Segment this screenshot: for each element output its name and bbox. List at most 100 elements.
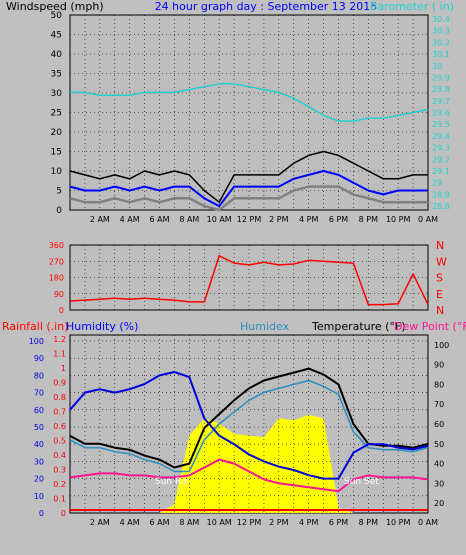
wind-average-line [69, 170, 428, 208]
direction-series [69, 255, 429, 306]
barometer-tick-label: 30 [432, 62, 442, 71]
barometer-tick-label: 29.3 [432, 144, 450, 153]
time-tick-label: 10 PM [386, 215, 411, 224]
wind-tick-label: 40 [51, 50, 63, 60]
direction-tick-label: 180 [49, 274, 64, 283]
compass-label: E [436, 288, 443, 301]
wind-low-line [69, 185, 428, 212]
time-tick-label: 2 AM [90, 215, 110, 224]
time-tick-label: 8 PM [359, 215, 378, 224]
rain-tick-label: 1 [61, 364, 66, 373]
dew-point-line [69, 458, 429, 493]
time-tick-label: 10 PM [386, 518, 411, 527]
rain-tick-label: 0.4 [53, 451, 66, 460]
direction-tick-label: 270 [49, 257, 64, 266]
temperature-tick-label: 40 [434, 460, 444, 469]
temperature-tick-label: 70 [434, 400, 444, 409]
compass-label: W [436, 255, 447, 268]
compass-label: N [436, 304, 444, 317]
rainfall-label: Rainfall (.in) [2, 320, 69, 333]
wind-tick-label: 0 [56, 206, 62, 216]
time-tick-label: 12 PM [237, 215, 262, 224]
time-tick-label: 8 AM [179, 215, 199, 224]
wind-tick-label: 45 [51, 31, 62, 41]
wind-time-axis: 2 AM 4 AM 6 AM 8 AM 10 AM 12 PM 2 PM 4 PM 6 PM 8 … [90, 215, 438, 224]
time-tick-label: 0 AM [418, 215, 438, 224]
time-tick-label: 4 AM [120, 215, 140, 224]
humidity-tick-label: 100 [29, 337, 44, 346]
compass-label: N [436, 239, 444, 252]
humidity-tick-label: 20 [34, 475, 44, 484]
barometer-tick-label: 29.5 [432, 120, 450, 129]
time-tick-label: 6 AM [149, 518, 169, 527]
wind-grid [69, 14, 429, 211]
wind-axis: 0 5 10 15 20 25 30 35 40 45 50 [51, 11, 63, 216]
rain-tick-label: 0.9 [53, 379, 66, 388]
humidity-tick-label: 50 [34, 423, 44, 432]
temperature-left-axes: 0 10 20 30 40 50 60 70 80 90 100 0 0.1 0.2 0.3 0.4 0.5 0.… [29, 335, 66, 518]
temperature-grid [69, 335, 429, 514]
humidity-tick-label: 0 [39, 509, 44, 518]
temperature-tick-label: 30 [434, 479, 444, 488]
time-tick-label: 6 PM [329, 215, 348, 224]
barometer-title: Barometer ( in) [370, 0, 454, 13]
wind-gust-line [69, 150, 428, 203]
barometer-tick-label: 29.8 [432, 85, 450, 94]
compass-label: S [436, 272, 443, 285]
wind-tick-label: 30 [51, 89, 63, 99]
barometer-tick-label: 30.4 [432, 15, 450, 24]
humidity-tick-label: 70 [34, 389, 44, 398]
time-tick-label: 2 AM [90, 518, 110, 527]
time-tick-label: 2 PM [269, 215, 288, 224]
direction-tick-label: 0 [59, 306, 64, 315]
temperature-time-axis: 2 AM 4 AM 6 AM 8 AM 10 AM 12 PM 2 PM 4 PM 6 PM 8 … [90, 518, 438, 527]
temperature-tick-label: 100 [434, 341, 449, 350]
time-tick-label: 8 AM [179, 518, 199, 527]
temperature-right-axis: 20 30 40 50 60 70 80 90 100 [434, 341, 449, 508]
humidity-tick-label: 40 [34, 440, 44, 449]
time-tick-label: 12 PM [237, 518, 262, 527]
humidity-line [69, 371, 429, 480]
barometer-tick-label: 29.9 [432, 73, 450, 82]
humidity-tick-label: 30 [34, 457, 44, 466]
direction-tick-label: 90 [54, 290, 64, 299]
rain-tick-label: 0.6 [53, 422, 66, 431]
wind-tick-label: 35 [51, 70, 62, 80]
barometer-tick-label: 30.3 [432, 27, 450, 36]
barometer-tick-label: 30.2 [432, 38, 450, 47]
humidex-line [69, 379, 429, 473]
humidity-tick-label: 80 [34, 371, 44, 380]
chart-title: 24 hour graph day : September 13 2015 [155, 0, 378, 13]
humidex-label: Humidex [240, 320, 290, 333]
time-tick-label: 0 AM [418, 518, 438, 527]
time-tick-label: 4 AM [120, 518, 140, 527]
time-tick-label: 4 PM [299, 215, 318, 224]
rain-tick-label: 0.1 [53, 495, 66, 504]
humidity-tick-label: 60 [34, 406, 44, 415]
dew-point-label: Dew Point (°F) [394, 320, 466, 333]
direction-line [69, 255, 429, 306]
rain-tick-label: 0.8 [53, 393, 66, 402]
barometer-tick-label: 29.4 [432, 132, 450, 141]
rain-tick-label: 1.1 [53, 350, 66, 359]
barometer-tick-label: 28.8 [432, 202, 450, 211]
humidity-label: Humidity (%) [66, 320, 138, 333]
time-tick-label: 6 PM [329, 518, 348, 527]
wind-tick-label: 10 [51, 167, 63, 177]
wind-tick-label: 25 [51, 109, 62, 119]
temperature-label: Temperature (°F) [311, 320, 406, 333]
temperature-tick-label: 20 [434, 499, 444, 508]
rain-tick-label: 0.3 [53, 466, 66, 475]
time-tick-label: 4 PM [299, 518, 318, 527]
barometer-tick-label: 28.9 [432, 190, 450, 199]
rain-tick-label: 1.2 [53, 335, 66, 344]
barometer-tick-label: 29 [432, 179, 442, 188]
barometer-tick-label: 29.7 [432, 97, 450, 106]
time-tick-label: 10 AM [207, 518, 232, 527]
wind-tick-label: 20 [51, 128, 63, 138]
sun-rise-label: Sun Ris [155, 477, 189, 487]
time-tick-label: 8 PM [359, 518, 378, 527]
wind-tick-label: 5 [56, 187, 62, 197]
